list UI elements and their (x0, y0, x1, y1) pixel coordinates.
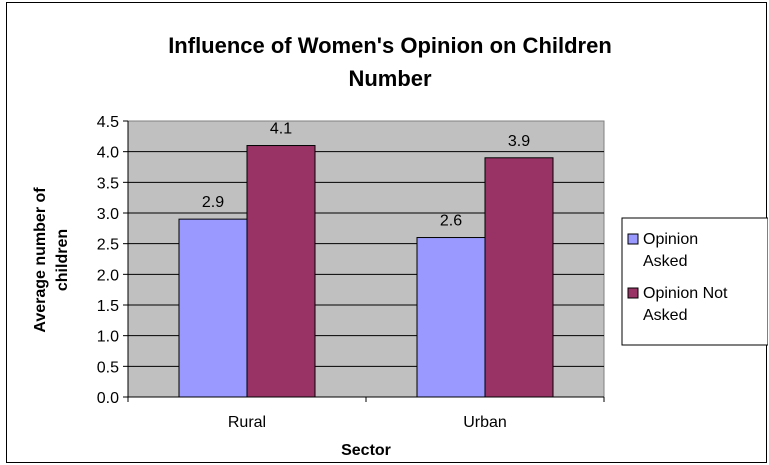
data-label-urban-series-1: 3.9 (508, 133, 530, 150)
y-tick-label-2: 1.0 (97, 329, 119, 346)
x-tick-label-rural: Rural (228, 414, 266, 431)
legend-label-series-1-line-0: Opinion Not (643, 285, 728, 302)
chart-title-line-2: Number (348, 66, 432, 91)
y-axis-title-line-2: children (54, 229, 71, 291)
chart-frame: Influence of Women's Opinion on Children… (6, 2, 768, 463)
legend-label-series-1-line-1: Asked (643, 307, 687, 324)
bar-rural-series-0 (178, 218, 248, 398)
y-tick-label-3: 1.5 (97, 298, 119, 315)
data-label-rural-series-1: 4.1 (270, 121, 292, 138)
y-tick-label-1: 0.5 (97, 359, 119, 376)
y-tick-label-8: 4.0 (97, 145, 119, 162)
bar-chart: Influence of Women's Opinion on Children… (32, 33, 768, 459)
bar-rural-series-1 (246, 145, 316, 398)
legend-label-series-0-line-0: Opinion (643, 231, 698, 248)
y-tick-label-7: 3.5 (97, 175, 119, 192)
data-label-rural-series-0: 2.9 (202, 194, 224, 211)
y-axis-title-line-1: Average number of (32, 187, 49, 333)
y-tick-label-0: 0.0 (97, 390, 119, 407)
legend-swatch-series-1 (627, 287, 639, 299)
legend-swatch-series-0 (627, 233, 639, 245)
legend: Opinion Asked Opinion Not Asked (621, 217, 768, 346)
legend-box (621, 217, 768, 346)
x-axis-title: Sector (341, 442, 391, 459)
y-tick-label-4: 2.0 (97, 267, 119, 284)
y-tick-label-9: 4.5 (97, 114, 119, 131)
y-tick-label-5: 2.5 (97, 237, 119, 254)
legend-label-series-0-line-1: Asked (643, 253, 687, 270)
bar-urban-series-1 (484, 157, 554, 398)
bar-urban-series-0 (416, 237, 486, 398)
data-label-urban-series-0: 2.6 (440, 213, 462, 230)
chart-title-line-1: Influence of Women's Opinion on Children (168, 33, 612, 58)
x-tick-label-urban: Urban (463, 414, 507, 431)
plot-area: 2.9 4.1 2.6 3.9 (127, 120, 605, 398)
y-tick-label-6: 3.0 (97, 206, 119, 223)
